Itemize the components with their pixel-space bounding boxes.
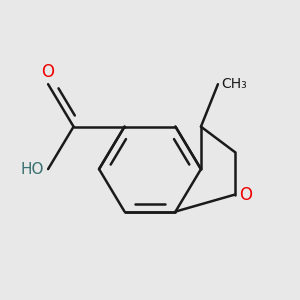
- Text: HO: HO: [20, 162, 44, 177]
- Text: O: O: [239, 186, 252, 204]
- Text: CH₃: CH₃: [221, 77, 247, 91]
- Text: O: O: [42, 63, 55, 81]
